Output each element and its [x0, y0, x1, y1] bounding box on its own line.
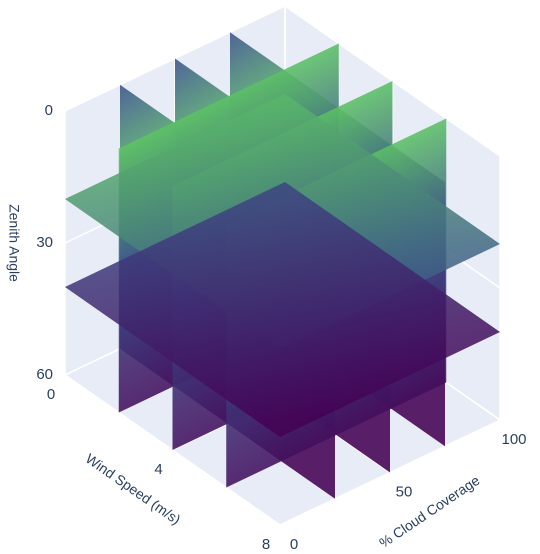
z-tick-label: 30: [36, 234, 53, 251]
y-tick-label: 0: [290, 536, 298, 553]
z-tick-label: 60: [36, 366, 53, 383]
z-axis-title: Zenith Angle: [6, 204, 22, 282]
y-axis-title: % Cloud Coverage: [376, 472, 483, 551]
y-tick-label: 50: [396, 483, 413, 500]
x-axis-title: Wind Speed (m/s): [83, 450, 184, 527]
x-tick-label: 4: [154, 461, 162, 478]
x-tick-label: 0: [47, 386, 55, 403]
y-tick-label: 100: [501, 431, 526, 448]
z-tick-label: 0: [45, 102, 53, 119]
slice-z: [65, 182, 500, 437]
x-tick-label: 8: [262, 536, 270, 553]
